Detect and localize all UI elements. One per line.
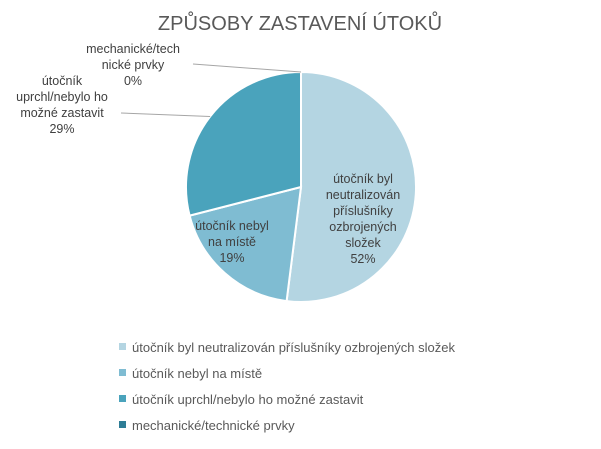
leader-lines xyxy=(120,63,302,118)
legend: útočník byl neutralizován příslušníky oz… xyxy=(119,340,455,433)
legend-label-3: útočník uprchl/nebylo ho možné zastavit xyxy=(132,392,364,407)
data-label-2: útočník nebyl na místě 19% xyxy=(195,219,269,265)
legend-swatch-4 xyxy=(119,421,126,428)
legend-swatch-1 xyxy=(119,343,126,350)
legend-swatch-3 xyxy=(119,395,126,402)
pie-slice-2 xyxy=(188,185,303,303)
legend-label-2: útočník nebyl na místě xyxy=(132,366,262,381)
data-label-1: útočník byl neutralizován příslušníky ozbro… xyxy=(326,172,400,266)
data-labels: útočník byl neutralizován příslušníky ozbro… xyxy=(16,42,400,266)
legend-swatch-2 xyxy=(119,369,126,376)
legend-label-4: mechanické/technické prvky xyxy=(132,418,295,433)
data-label-3: útočník uprchl/nebylo ho možné zastavit 29% xyxy=(16,74,108,136)
leader-line-3 xyxy=(120,112,211,118)
leader-line-4 xyxy=(192,63,302,73)
data-label-4: mechanické/tech nické prvky 0% xyxy=(86,42,180,88)
legend-label-1: útočník byl neutralizován příslušníky oz… xyxy=(132,340,455,355)
pie-slices xyxy=(185,70,417,303)
chart-title: ZPŮSOBY ZASTAVENÍ ÚTOKŮ xyxy=(158,11,442,35)
pie-slice-1 xyxy=(285,70,417,303)
